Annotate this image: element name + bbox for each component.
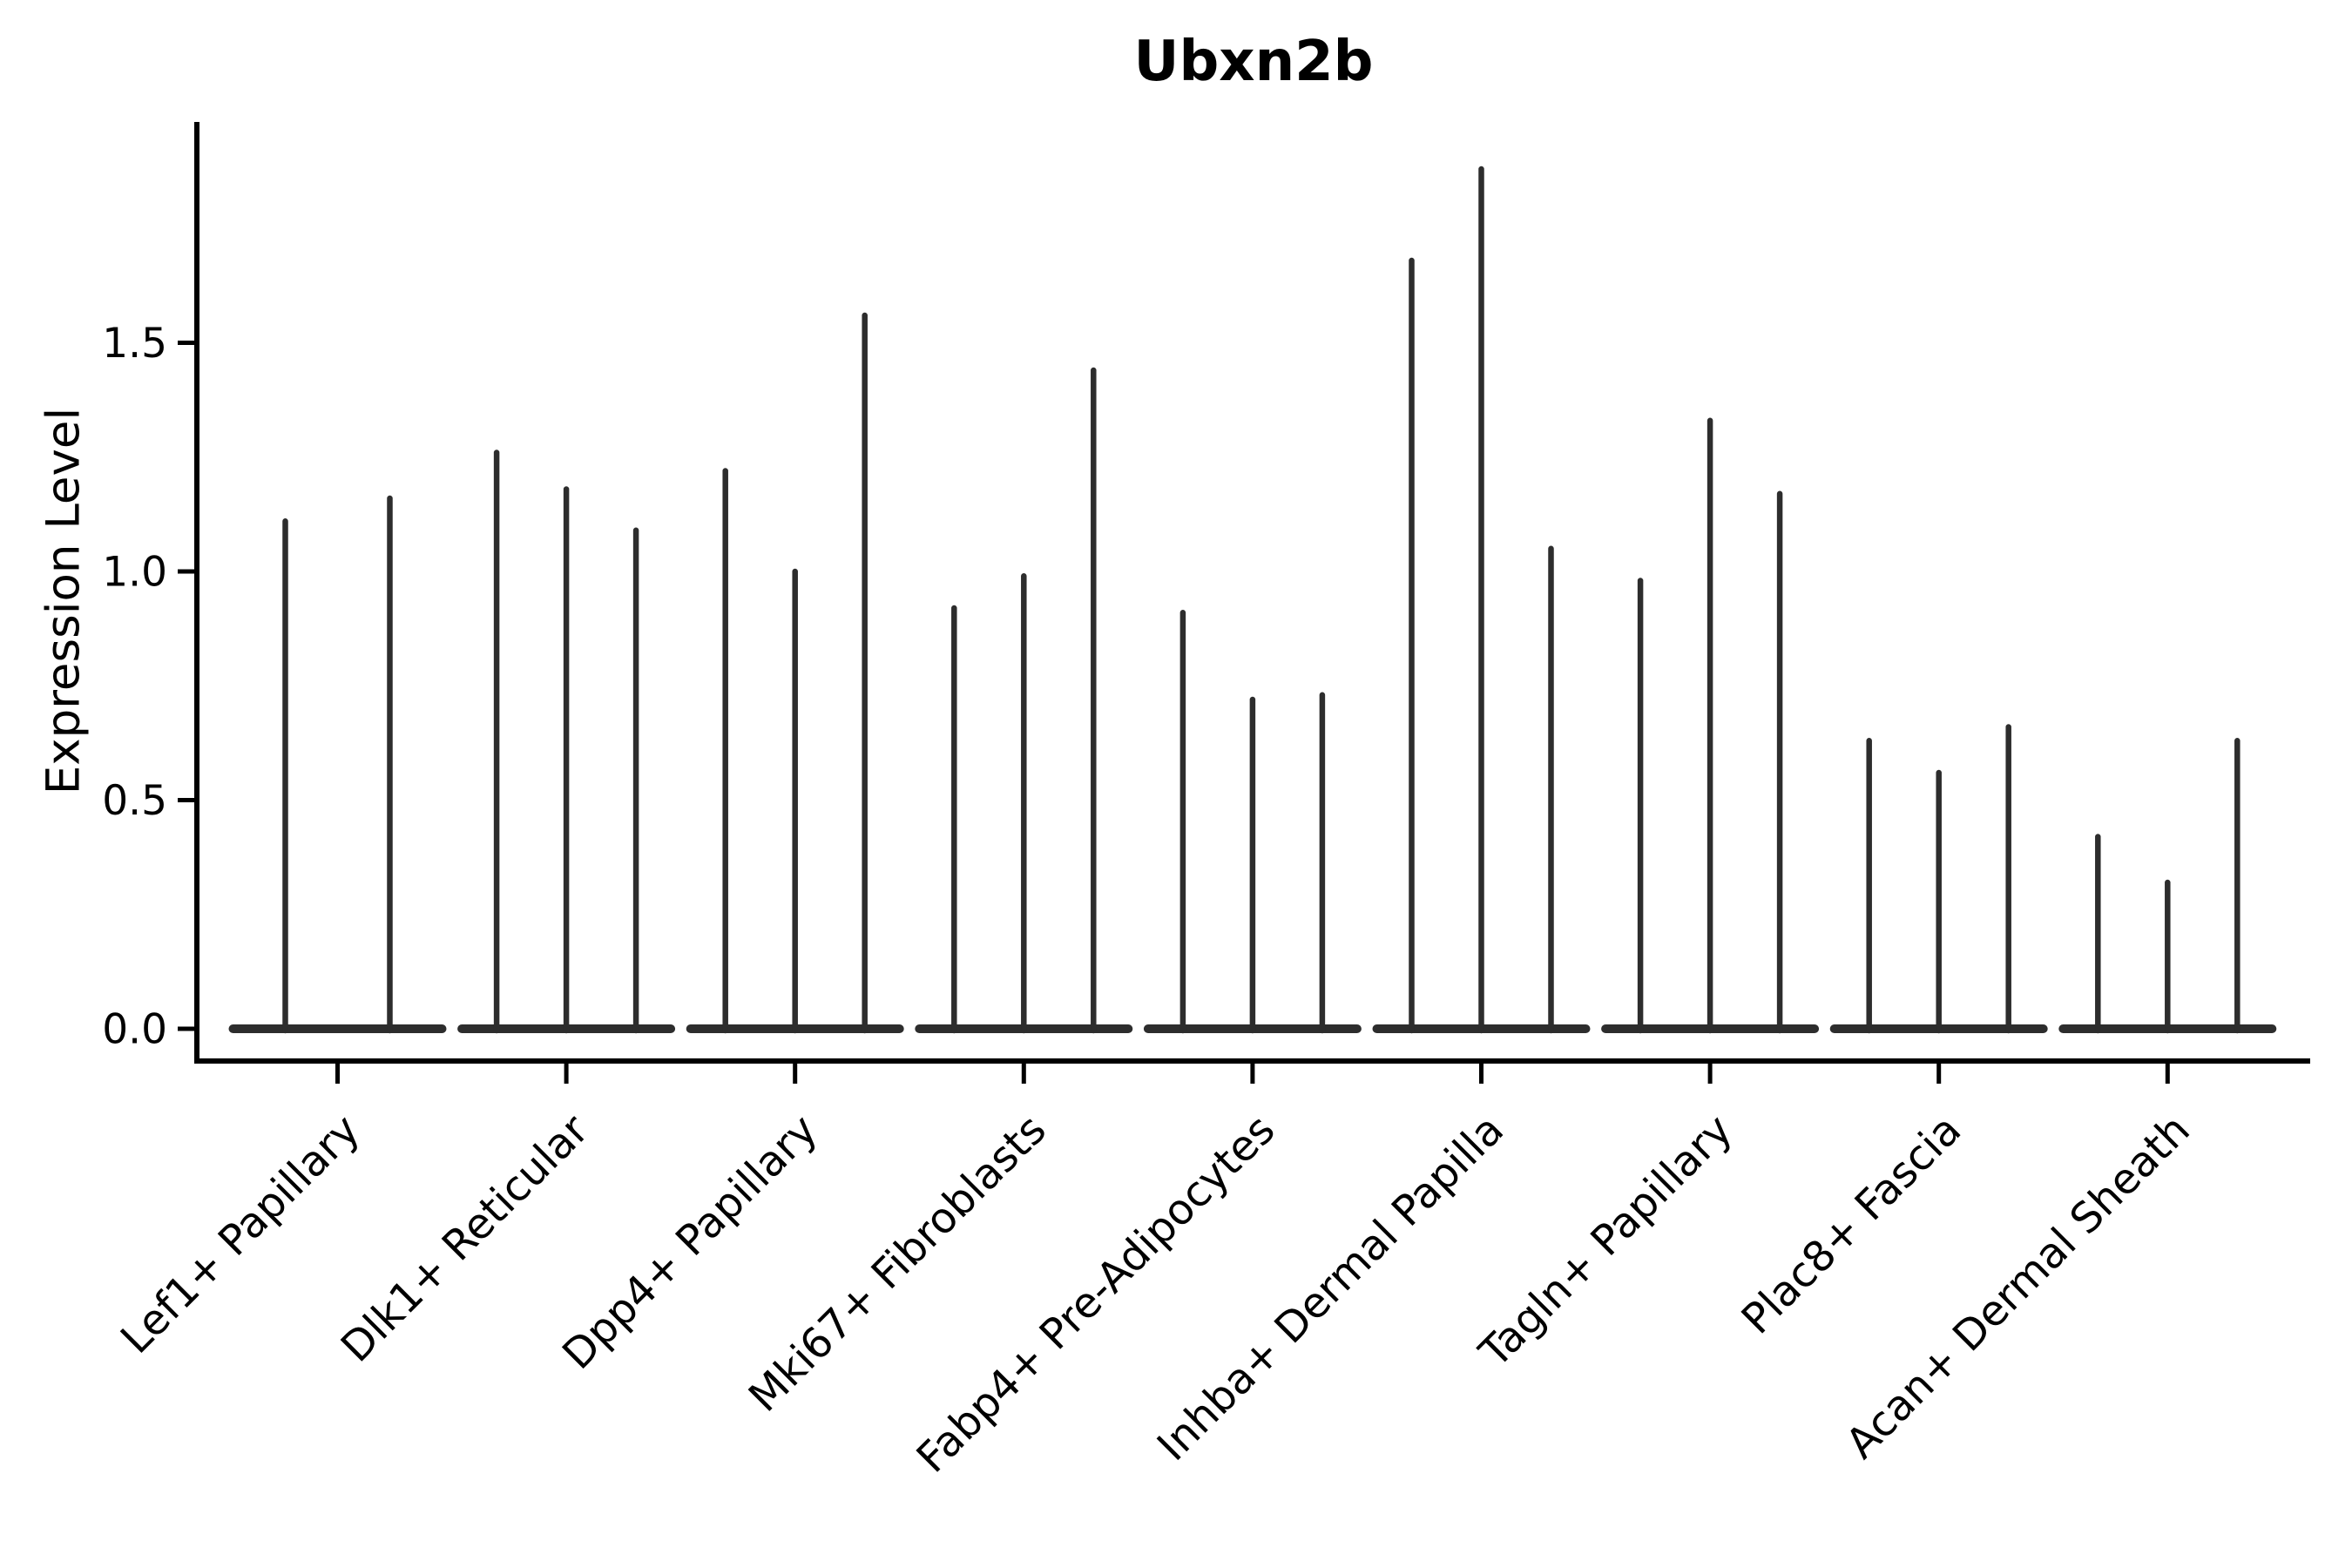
y-tick-label: 0.0 [102,1005,167,1053]
y-tick-label: 1.5 [102,320,167,368]
x-tick-label: Dpp4+ Papillary [553,1105,827,1379]
x-tick-label: Tagln+ Papillary [1470,1105,1741,1377]
x-tick-label: Plac8+ Fascia [1733,1105,1971,1344]
chart-title: Ubxn2b [1134,30,1374,94]
y-tick-label: 0.5 [102,777,167,825]
x-tick-label: Lef1+ Papillary [112,1105,369,1363]
x-tick-label: Dlk1+ Reticular [332,1105,598,1372]
y-tick-label: 1.0 [102,548,167,596]
y-axis-label: Expression Level [37,408,91,794]
